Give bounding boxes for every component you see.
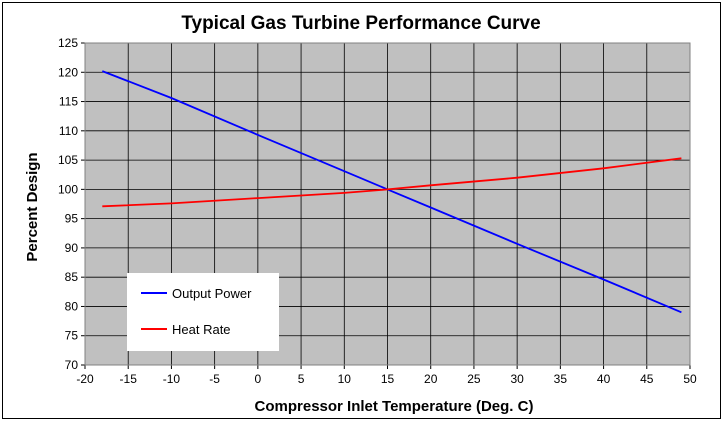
x-tick-label: -10 bbox=[163, 372, 181, 386]
x-tick-label: -15 bbox=[120, 372, 138, 386]
x-tick-label: 0 bbox=[255, 372, 262, 386]
chart: Typical Gas Turbine Performance Curve 70… bbox=[24, 13, 697, 415]
series-line-heat-rate bbox=[102, 157, 682, 208]
y-tick-label: 75 bbox=[65, 329, 79, 343]
x-tick-label: 45 bbox=[640, 372, 654, 386]
y-tick-label: 120 bbox=[58, 65, 78, 79]
x-axis-title: Compressor Inlet Temperature (Deg. C) bbox=[255, 398, 534, 415]
y-tick-label: 90 bbox=[65, 241, 79, 255]
y-tick-label: 115 bbox=[59, 95, 78, 109]
x-tick-label: 40 bbox=[597, 372, 611, 386]
y-tick-label: 100 bbox=[58, 182, 78, 196]
legend-label: Output Power bbox=[172, 286, 252, 301]
series-lines bbox=[101, 70, 682, 314]
legend-label: Heat Rate bbox=[172, 322, 231, 337]
y-tick-label: 105 bbox=[58, 153, 78, 167]
legend-box bbox=[127, 273, 279, 351]
x-tick-label: -20 bbox=[76, 372, 94, 386]
chart-frame: Typical Gas Turbine Performance Curve 70… bbox=[2, 2, 721, 419]
x-tick-label: 35 bbox=[554, 372, 568, 386]
y-tick-labels: 70 75 80 85 90 95 100 105 110 115 120 125 bbox=[58, 36, 78, 372]
x-tick-label: 20 bbox=[424, 372, 438, 386]
y-tick-label: 110 bbox=[59, 124, 78, 138]
x-tick-label: 50 bbox=[683, 372, 697, 386]
x-tick-labels: -20 -15 -10 -5 0 5 10 15 20 25 30 35 40 45 50 bbox=[76, 372, 697, 386]
x-tick-label: 30 bbox=[510, 372, 524, 386]
x-tick-label: -5 bbox=[209, 372, 220, 386]
y-tick-label: 125 bbox=[58, 36, 78, 50]
y-tick-label: 80 bbox=[65, 299, 79, 313]
y-tick-label: 85 bbox=[65, 270, 79, 284]
x-tick-label: 15 bbox=[381, 372, 395, 386]
y-axis-title: Percent Design bbox=[24, 152, 41, 261]
plot-border bbox=[84, 42, 691, 366]
chart-title: Typical Gas Turbine Performance Curve bbox=[181, 13, 540, 34]
x-tick-label: 25 bbox=[467, 372, 481, 386]
gridlines bbox=[81, 42, 691, 369]
x-tick-label: 5 bbox=[298, 372, 305, 386]
legend: Output Power Heat Rate bbox=[127, 273, 279, 351]
x-tick-label: 10 bbox=[338, 372, 352, 386]
y-tick-label: 95 bbox=[65, 212, 79, 226]
y-tick-label: 70 bbox=[65, 358, 79, 372]
